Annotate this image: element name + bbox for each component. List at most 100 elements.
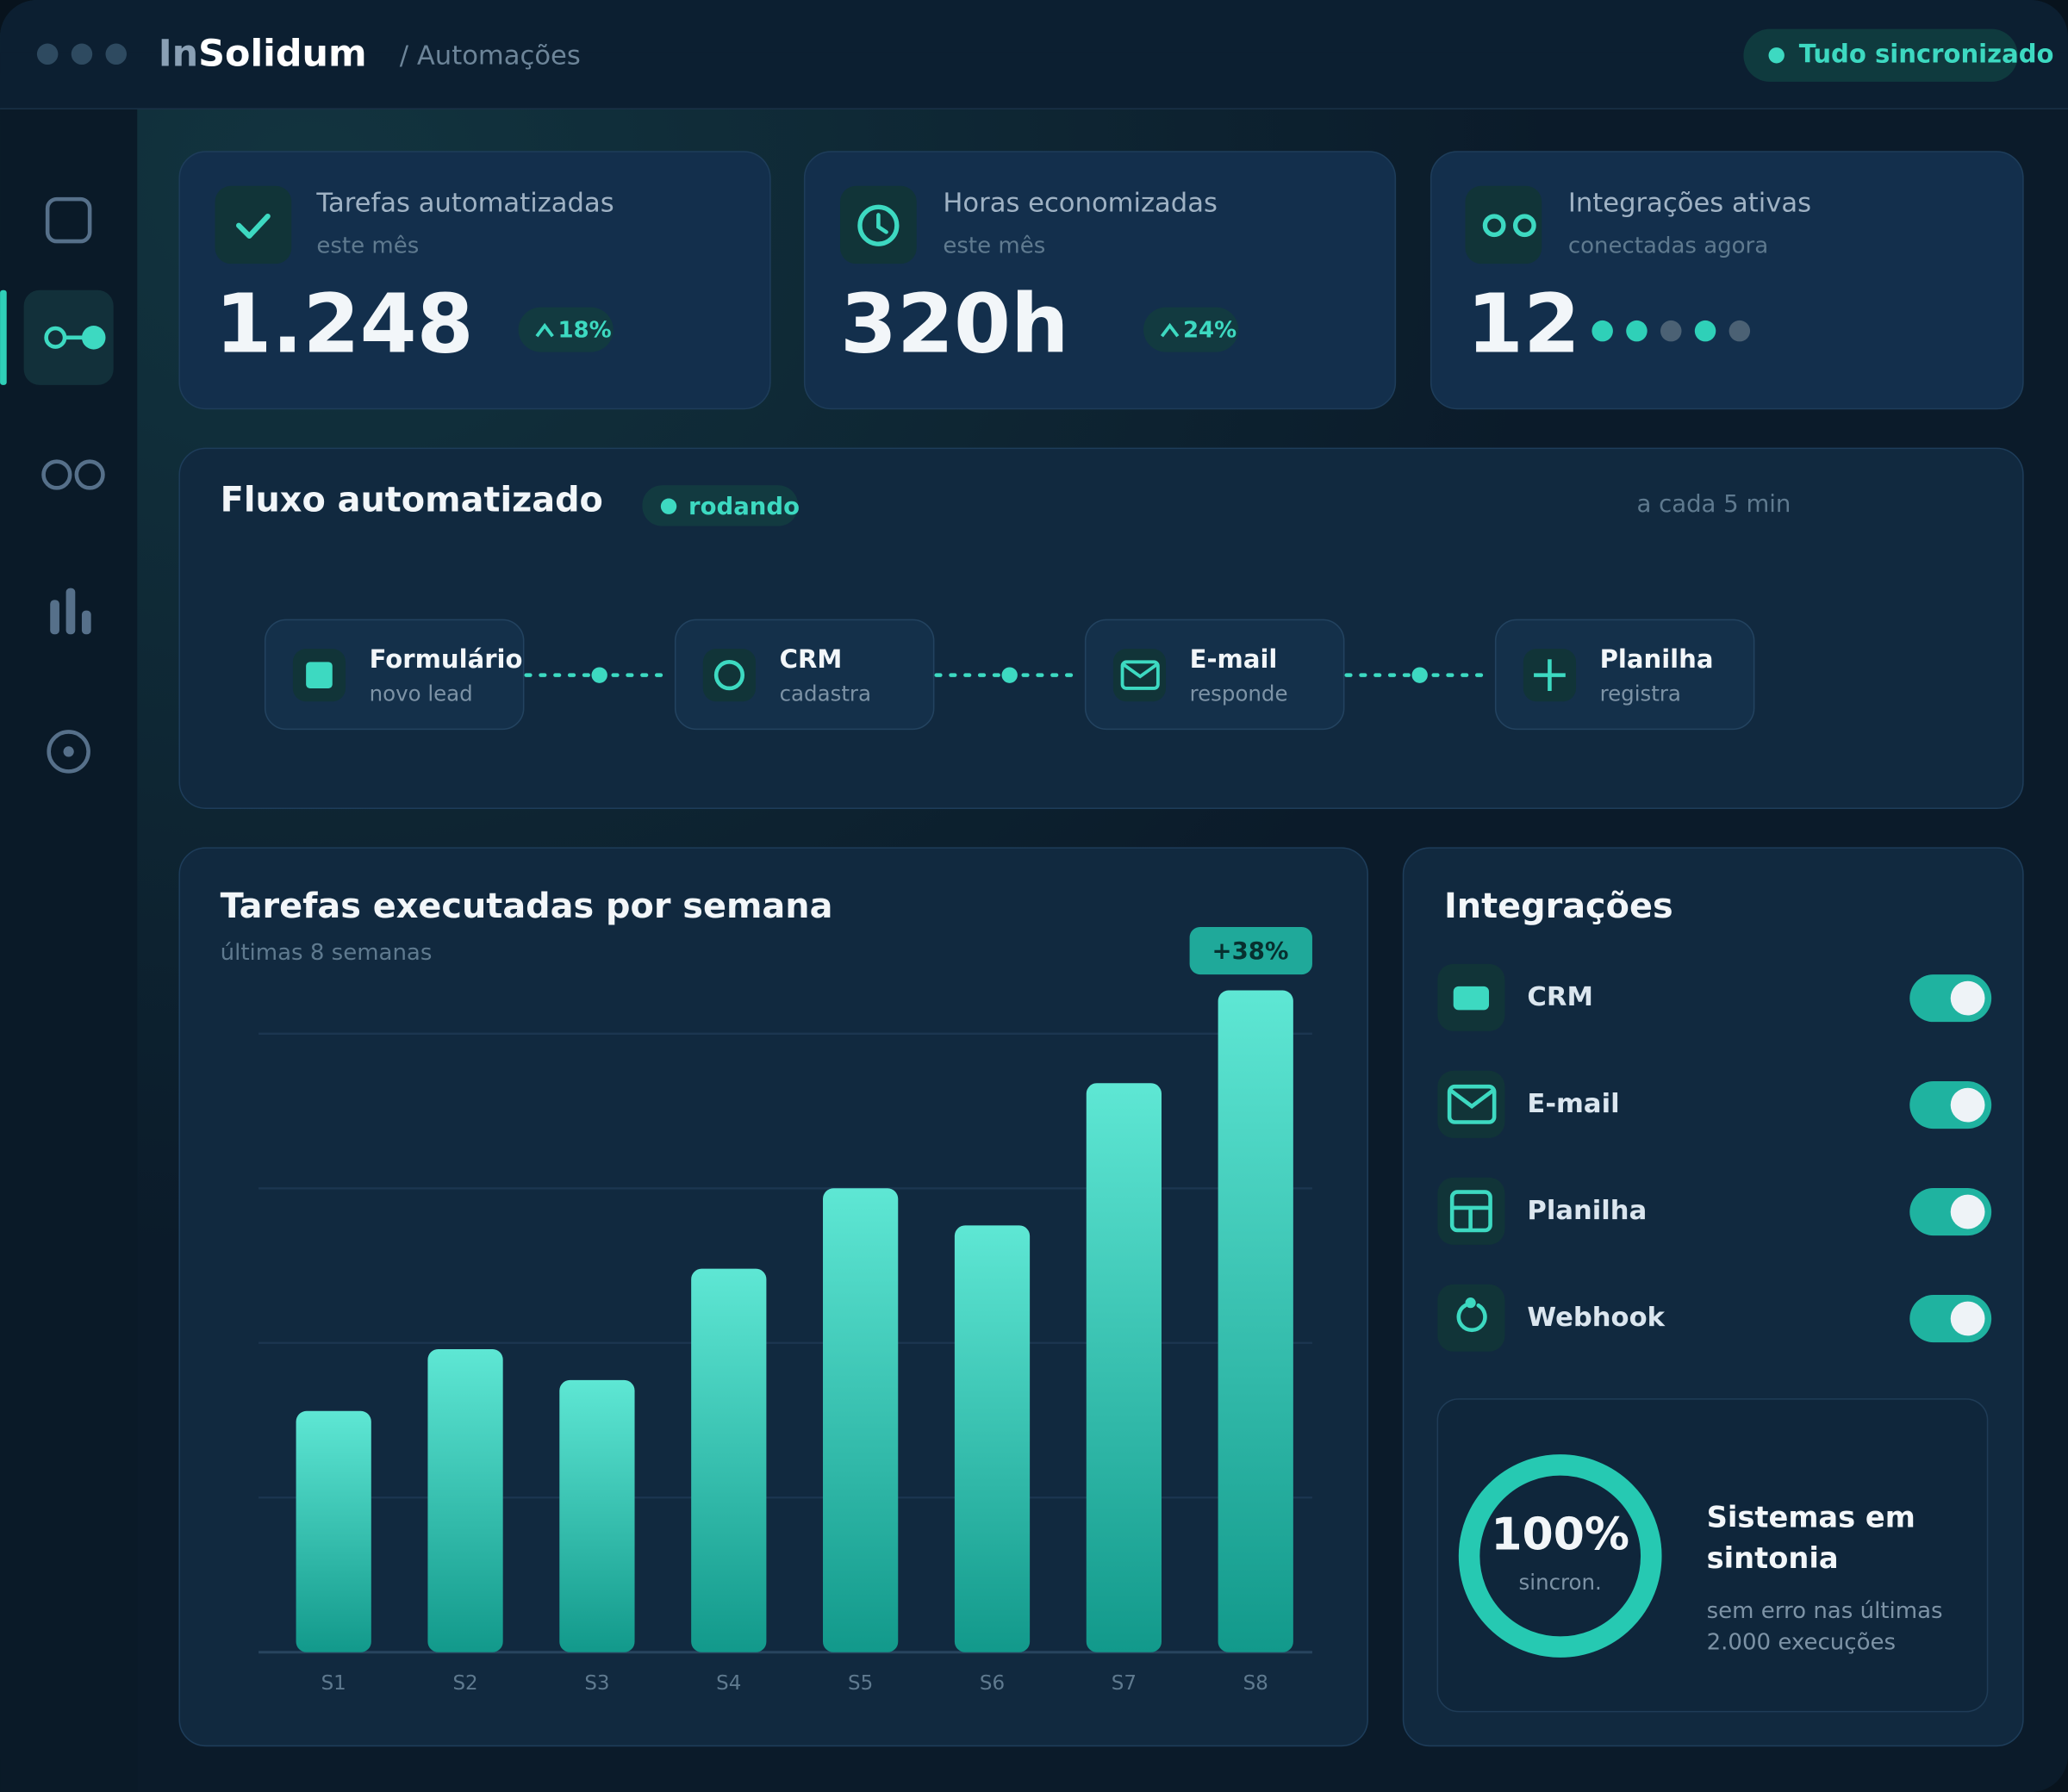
- brand-prefix: In: [159, 32, 198, 75]
- icon: [1456, 1303, 1487, 1333]
- nav-icon[interactable]: [65, 588, 76, 635]
- flow-status: rodando: [688, 493, 800, 520]
- chart-badge-text: +38%: [1212, 937, 1289, 965]
- nav-icon[interactable]: [45, 196, 92, 244]
- nav-icon[interactable]: [41, 459, 72, 490]
- nav-icon: [81, 326, 106, 350]
- icon: [1453, 986, 1490, 1011]
- bar: [427, 1348, 503, 1652]
- nav-icon[interactable]: [50, 600, 59, 635]
- nav-icon[interactable]: [47, 730, 90, 774]
- stat-subtitle: este mês: [316, 233, 419, 259]
- step-label: E-mail: [1190, 644, 1278, 674]
- flow-pill: [642, 485, 799, 526]
- bar: [954, 1225, 1031, 1652]
- step-icon: [306, 662, 333, 688]
- flow-schedule: a cada 5 min: [1636, 490, 1791, 518]
- chart-title: Tarefas executadas por semana: [221, 887, 833, 926]
- bar: [559, 1379, 635, 1652]
- stat-card: Integrações ativas conectadas agora 12: [1430, 151, 2024, 410]
- connector-dot: [591, 667, 607, 683]
- flow-step: [674, 619, 935, 731]
- bar: [1086, 1083, 1162, 1652]
- stat-card: Tarefas automatizadas este mês 1.248 18%: [178, 151, 771, 410]
- status-dot: [1660, 320, 1682, 342]
- step-label: Planilha: [1600, 644, 1714, 674]
- x-tick-label: S4: [716, 1672, 741, 1695]
- flow-step: [1084, 619, 1345, 731]
- stat-card: Horas economizadas este mês 320h 24%: [803, 151, 1397, 410]
- sync-value: 100%: [1491, 1509, 1629, 1561]
- x-tick-label: S3: [584, 1672, 609, 1695]
- x-tick-label: S2: [452, 1672, 477, 1695]
- toggle-knob: [1950, 980, 1985, 1016]
- icon: [1449, 1088, 1495, 1109]
- stat-value: 1.248: [215, 277, 474, 372]
- integration-name: CRM: [1527, 982, 1593, 1012]
- icon: [876, 213, 888, 234]
- delta-pill: [518, 307, 614, 352]
- step-label: Formulário: [370, 644, 523, 674]
- step-sub: registra: [1600, 681, 1681, 706]
- stat-subtitle: este mês: [943, 233, 1045, 259]
- status-dot: [1591, 320, 1613, 342]
- stat-delta: 18%: [557, 318, 611, 344]
- sync-title-box: Sistemas em sintonia: [1706, 1502, 1915, 1576]
- sync-note: sem erro nas últimas 2.000 execuções: [1706, 1598, 1943, 1657]
- icon: [1512, 214, 1536, 238]
- x-tick-label: S7: [1112, 1672, 1137, 1695]
- icon-box: [1437, 1284, 1505, 1352]
- stat-title: Horas economizadas: [943, 189, 1218, 219]
- step-sub: responde: [1190, 681, 1288, 706]
- window-dot: [105, 43, 127, 65]
- status-dot: [1694, 320, 1716, 342]
- step-icon: [1120, 660, 1160, 690]
- x-tick-label: S5: [848, 1672, 873, 1695]
- x-tick-label: S6: [980, 1672, 1005, 1695]
- icon: [1465, 1297, 1476, 1309]
- integrations-title: Integrações: [1444, 887, 1673, 926]
- flow-step: [1494, 619, 1755, 731]
- delta-pill: [1143, 307, 1239, 352]
- stat-subtitle: conectadas agora: [1568, 233, 1768, 259]
- icon: [1482, 214, 1506, 238]
- delta-arrow: [535, 322, 554, 338]
- sync-note-box: sem erro nas últimas 2.000 execuções: [1706, 1598, 1943, 1657]
- nav-icon[interactable]: [74, 459, 105, 490]
- nav-icon[interactable]: [63, 746, 74, 757]
- x-tick-label: S8: [1243, 1672, 1268, 1695]
- connector-dot: [1411, 667, 1428, 683]
- status-dot: [1768, 47, 1785, 64]
- breadcrumb: / Automações: [400, 40, 581, 71]
- icon: [857, 204, 900, 246]
- integration-list: CRM E-mail Planilha Webhook: [1437, 963, 1992, 1352]
- card: [178, 151, 771, 410]
- integration-name: E-mail: [1527, 1089, 1619, 1119]
- nav-indicator: [0, 289, 7, 385]
- step-icon: [713, 660, 745, 691]
- flow-step: [264, 619, 525, 731]
- bar: [823, 1188, 899, 1652]
- step-label: CRM: [780, 644, 843, 674]
- sync-title: Sistemas em sintonia: [1706, 1502, 1915, 1576]
- bar: [296, 1410, 371, 1652]
- step-icon: [1534, 659, 1566, 692]
- chart-subtitle: últimas 8 semanas: [221, 940, 433, 966]
- step-icon-box: [702, 649, 757, 702]
- flow-title: Fluxo automatizado: [221, 481, 603, 520]
- icon: [1452, 1205, 1491, 1230]
- sidebar: [0, 109, 138, 1792]
- step-sub: cadastra: [780, 681, 871, 706]
- icon-box: [215, 185, 292, 264]
- status-text: Tudo sincronizado: [1799, 39, 2054, 68]
- stat-title: Tarefas automatizadas: [315, 189, 614, 219]
- nav-icon[interactable]: [81, 610, 91, 635]
- stat-title: Integrações ativas: [1568, 189, 1811, 219]
- connector-dot: [1001, 667, 1018, 683]
- step-sub: novo lead: [370, 681, 473, 706]
- card: [803, 151, 1397, 410]
- card: [1430, 151, 2024, 410]
- window-dot: [71, 43, 93, 65]
